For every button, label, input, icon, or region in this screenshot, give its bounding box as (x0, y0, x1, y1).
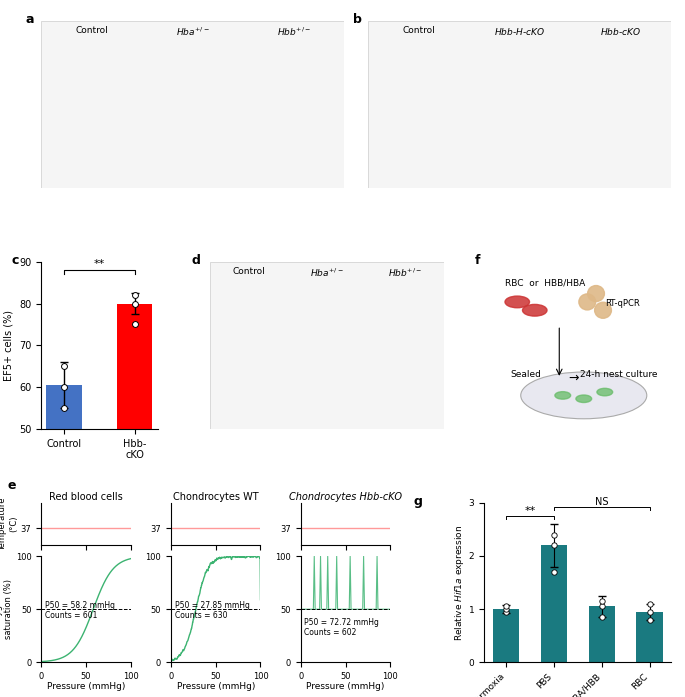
Text: P50 = 72.72 mmHg
Counts = 602: P50 = 72.72 mmHg Counts = 602 (304, 618, 379, 637)
Point (644, 614, 655, 625)
Text: NS: NS (595, 496, 608, 507)
Bar (636, 612, 663, 662)
Bar (588, 606, 615, 662)
Title: Chondrocytes Hbb-cKO: Chondrocytes Hbb-cKO (289, 492, 402, 502)
Circle shape (588, 286, 604, 302)
Point (644, 606, 655, 618)
Text: d: d (192, 254, 201, 266)
Text: RBC  or  HBB/HBA: RBC or HBB/HBA (505, 279, 585, 288)
Ellipse shape (521, 372, 647, 419)
Point (501, 601, 512, 612)
X-axis label: Pressure (mmHg): Pressure (mmHg) (47, 682, 125, 691)
Text: $Hba^{+/-}$: $Hba^{+/-}$ (176, 26, 210, 38)
Ellipse shape (576, 395, 592, 402)
Text: P50 = 27.85 mmHg
Counts = 630: P50 = 27.85 mmHg Counts = 630 (175, 601, 249, 620)
Text: **: ** (94, 259, 105, 269)
Point (548, 566, 559, 577)
Ellipse shape (505, 296, 530, 308)
Point (59, 360, 70, 372)
Text: b: b (353, 13, 362, 26)
Point (501, 606, 512, 618)
Text: $Hbb$-H-cKO: $Hbb$-H-cKO (495, 26, 545, 37)
Text: $Hbb^{+/-}$: $Hbb^{+/-}$ (277, 26, 311, 38)
Text: Sealed: Sealed (510, 370, 541, 379)
Text: c: c (12, 254, 19, 266)
Circle shape (595, 302, 612, 319)
Circle shape (579, 294, 596, 310)
Point (501, 604, 512, 615)
Text: e: e (7, 480, 16, 493)
Text: RT-qPCR: RT-qPCR (605, 298, 640, 307)
Bar (540, 545, 567, 662)
Text: $Hbb$-cKO: $Hbb$-cKO (600, 26, 641, 37)
Text: Control: Control (403, 26, 435, 35)
X-axis label: Pressure (mmHg): Pressure (mmHg) (177, 682, 255, 691)
Text: **: ** (524, 505, 536, 516)
Point (59, 381, 70, 392)
Text: $Hba^{+/-}$: $Hba^{+/-}$ (310, 267, 344, 279)
Point (548, 529, 559, 540)
Point (59, 402, 70, 413)
Point (596, 601, 607, 612)
Point (548, 539, 559, 551)
Y-axis label: EF5+ cells (%): EF5+ cells (%) (3, 310, 14, 381)
Point (596, 595, 607, 606)
Y-axis label: Relative $\mathit{Hif1a}$ expression: Relative $\mathit{Hif1a}$ expression (453, 524, 466, 641)
Title: Red blood cells: Red blood cells (49, 492, 123, 502)
Y-axis label: Oxygen
saturation (%): Oxygen saturation (%) (0, 579, 13, 639)
Text: f: f (475, 254, 481, 266)
Ellipse shape (597, 388, 612, 396)
Text: Control: Control (75, 26, 108, 35)
Text: P50 = 58.2 mmHg
Counts = 601: P50 = 58.2 mmHg Counts = 601 (45, 601, 114, 620)
Ellipse shape (555, 392, 571, 399)
Text: g: g (413, 495, 422, 508)
Y-axis label: Temperature
(°C): Temperature (°C) (0, 497, 18, 551)
Title: Chondrocytes WT: Chondrocytes WT (173, 492, 258, 502)
Bar (493, 609, 519, 662)
Text: $\rightarrow$: $\rightarrow$ (566, 370, 581, 383)
Text: $Hbb^{+/-}$: $Hbb^{+/-}$ (388, 267, 422, 279)
Bar (47, 385, 82, 638)
Point (129, 319, 140, 330)
Ellipse shape (523, 305, 547, 316)
Point (644, 598, 655, 609)
Point (129, 290, 140, 301)
Text: 24-h nest culture: 24-h nest culture (580, 370, 658, 379)
X-axis label: Pressure (mmHg): Pressure (mmHg) (306, 682, 385, 691)
Text: a: a (26, 13, 34, 26)
Bar (117, 304, 153, 638)
Text: Control: Control (233, 267, 266, 276)
Point (596, 611, 607, 622)
Point (129, 298, 140, 309)
